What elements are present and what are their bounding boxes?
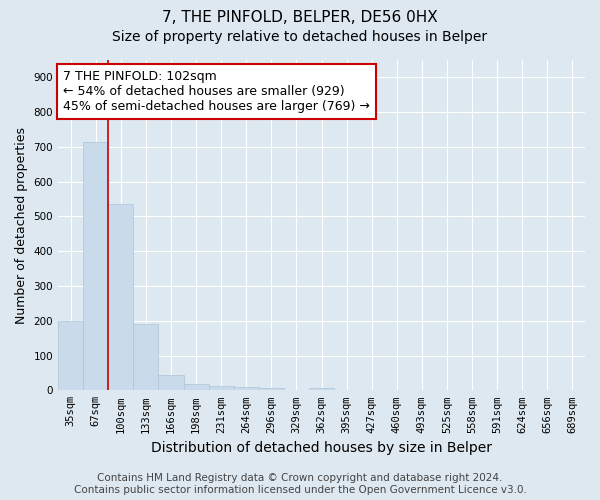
Text: Size of property relative to detached houses in Belper: Size of property relative to detached ho… — [112, 30, 488, 44]
Bar — [133, 324, 158, 390]
Text: 7 THE PINFOLD: 102sqm
← 54% of detached houses are smaller (929)
45% of semi-det: 7 THE PINFOLD: 102sqm ← 54% of detached … — [64, 70, 370, 113]
Bar — [309, 388, 334, 390]
Bar — [233, 387, 259, 390]
Bar — [158, 374, 184, 390]
Bar — [83, 142, 108, 390]
Bar — [184, 384, 209, 390]
Text: 7, THE PINFOLD, BELPER, DE56 0HX: 7, THE PINFOLD, BELPER, DE56 0HX — [162, 10, 438, 25]
Bar — [58, 321, 83, 390]
Bar — [108, 204, 133, 390]
Bar — [259, 388, 284, 390]
Bar — [209, 386, 233, 390]
X-axis label: Distribution of detached houses by size in Belper: Distribution of detached houses by size … — [151, 441, 492, 455]
Y-axis label: Number of detached properties: Number of detached properties — [15, 126, 28, 324]
Text: Contains HM Land Registry data © Crown copyright and database right 2024.
Contai: Contains HM Land Registry data © Crown c… — [74, 474, 526, 495]
